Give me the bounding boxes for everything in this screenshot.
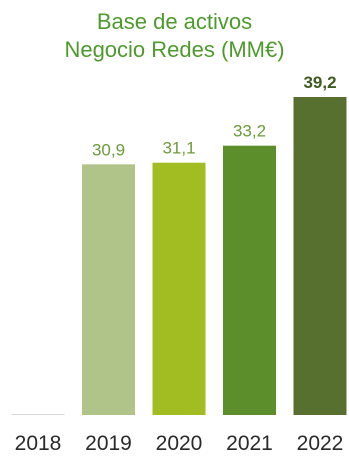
x-tick-label-2019: 2019 — [85, 432, 132, 455]
bar-2020 — [152, 162, 206, 415]
bar-value-label-2019: 30,9 — [92, 140, 125, 159]
x-tick-label-2020: 2020 — [156, 432, 203, 455]
bar-value-label-2020: 31,1 — [162, 139, 195, 158]
bar-2022 — [293, 97, 347, 415]
x-tick-label-2022: 2022 — [297, 432, 344, 455]
bar-value-label-2021: 33,2 — [233, 122, 266, 141]
chart-title: Base de activos Negocio Redes (MM€) — [0, 8, 349, 64]
bar-2021 — [223, 145, 276, 415]
chart-title-line-1: Base de activos — [96, 9, 253, 34]
bar-2019 — [82, 164, 135, 415]
x-tick-label-2021: 2021 — [226, 432, 273, 455]
x-tick-label-2018: 2018 — [15, 432, 62, 455]
bar-2018 — [11, 414, 65, 415]
bar-value-label-2022: 39,2 — [303, 73, 336, 92]
chart-title-line-2: Negocio Redes (MM€) — [64, 37, 285, 62]
